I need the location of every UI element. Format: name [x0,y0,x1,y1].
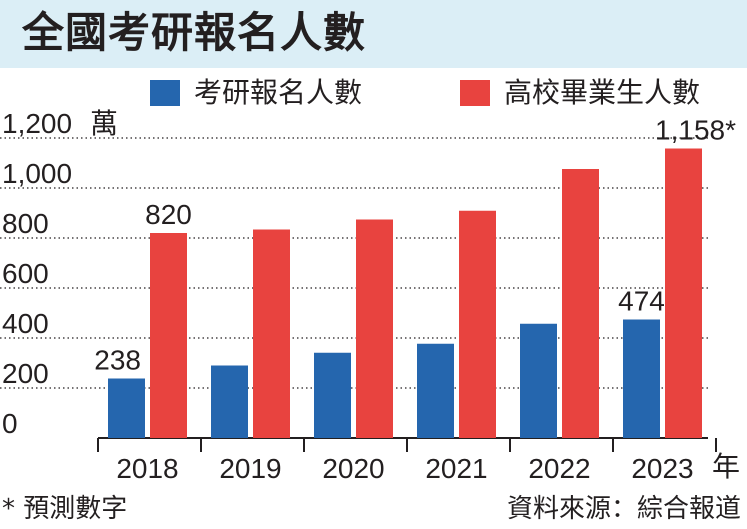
chart-title: 全國考研報名人數 [22,8,367,57]
x-tick-label: 2023 [631,453,693,484]
bar-graduates-2022 [562,169,599,438]
legend-label-applicants: 考研報名人數 [194,76,363,109]
legend-swatch-applicants [150,80,180,106]
bar-graduates-2021 [459,210,496,438]
bar-applicants-2020 [314,352,351,438]
bar-applicants-2018 [108,378,145,438]
y-tick-label: 400 [2,308,49,339]
data-label: 820 [145,199,192,230]
legend-label-graduates: 高校畢業生人數 [504,76,701,109]
bar-graduates-2023 [665,148,702,438]
source-note: 資料來源：綜合報道 [506,494,741,524]
x-tick-label: 2020 [322,453,384,484]
bar-applicants-2021 [417,343,454,438]
bar-applicants-2023 [623,319,660,438]
y-tick-label: 800 [2,208,49,239]
y-tick-label: 1,200 [2,108,72,139]
footnote: * 預測數字 [2,494,128,524]
data-label: 1,158* [655,115,736,146]
x-tick-label: 2018 [116,453,178,484]
y-tick-label: 0 [2,408,18,439]
x-tick-label: 2021 [425,453,487,484]
bar-graduates-2020 [356,219,393,438]
x-tick-label: 2019 [219,453,281,484]
data-label: 238 [94,345,141,376]
x-tick-label: 2022 [528,453,590,484]
data-label: 474 [618,286,665,317]
bar-graduates-2019 [253,229,290,438]
bar-graduates-2018 [150,233,187,438]
legend-swatch-graduates [460,80,490,106]
title-band: 全國考研報名人數 [0,0,747,68]
y-tick-label: 200 [2,358,49,389]
y-tick-label: 600 [2,258,49,289]
y-tick-label: 1,000 [2,158,72,189]
x-axis-unit: 年 [712,450,740,483]
bar-applicants-2019 [211,365,248,438]
bar-applicants-2022 [520,323,557,438]
y-axis-unit: 萬 [90,107,118,140]
